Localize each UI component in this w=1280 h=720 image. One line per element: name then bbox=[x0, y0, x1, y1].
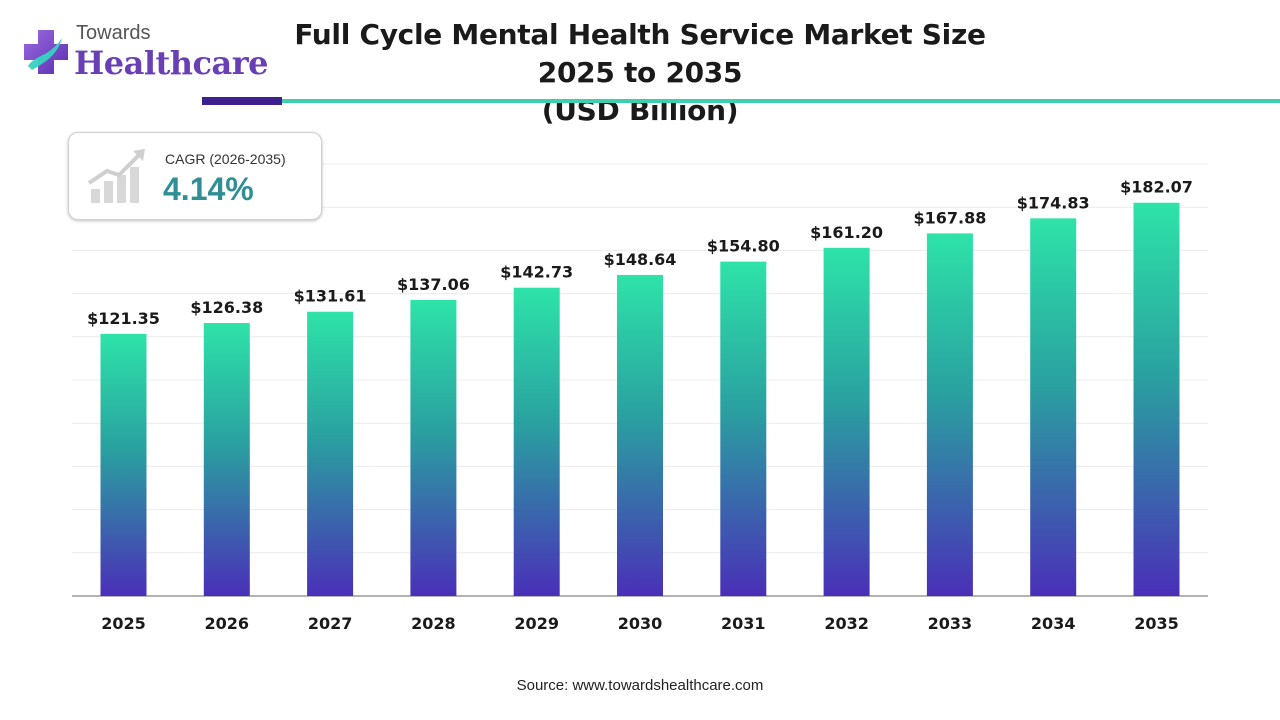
cagr-badge: CAGR (2026-2035) 4.14% bbox=[68, 132, 322, 220]
chart-bars bbox=[100, 202, 1180, 597]
growth-chart-icon bbox=[87, 149, 145, 203]
cagr-label: CAGR (2026-2035) bbox=[165, 151, 286, 167]
x-tick-2027: 2027 bbox=[308, 614, 353, 633]
bar-2025 bbox=[100, 333, 147, 596]
bar-2029 bbox=[513, 287, 560, 596]
value-label-2025: $121.35 bbox=[87, 309, 160, 328]
chart-x-ticks: 2025 2026 2027 2028 2029 2030 2031 2032 2033 2034… bbox=[101, 614, 1179, 633]
x-tick-2034: 2034 bbox=[1031, 614, 1076, 633]
bar-2027 bbox=[307, 311, 354, 596]
x-tick-2033: 2033 bbox=[928, 614, 973, 633]
brand-logo: Towards Healthcare bbox=[18, 18, 268, 88]
header-rule-teal bbox=[282, 99, 1280, 103]
brand-line2: Healthcare bbox=[74, 44, 268, 82]
value-label-2026: $126.38 bbox=[190, 298, 263, 317]
chart-title-line1: Full Cycle Mental Health Service Market … bbox=[294, 18, 986, 89]
cagr-value: 4.14% bbox=[163, 171, 254, 207]
value-label-2035: $182.07 bbox=[1120, 178, 1193, 197]
bar-2028 bbox=[410, 299, 457, 596]
value-label-2030: $148.64 bbox=[604, 250, 677, 269]
x-tick-2026: 2026 bbox=[205, 614, 250, 633]
value-label-2029: $142.73 bbox=[500, 263, 573, 282]
value-label-2034: $174.83 bbox=[1017, 193, 1090, 212]
bar-2032 bbox=[823, 247, 870, 597]
x-tick-2029: 2029 bbox=[514, 614, 559, 633]
bar-2031 bbox=[720, 261, 767, 596]
value-label-2033: $167.88 bbox=[913, 208, 986, 227]
medical-cross-icon bbox=[24, 30, 68, 74]
x-tick-2031: 2031 bbox=[721, 614, 766, 633]
bar-2026 bbox=[203, 323, 250, 596]
x-tick-2028: 2028 bbox=[411, 614, 456, 633]
value-label-2028: $137.06 bbox=[397, 275, 470, 294]
value-label-2032: $161.20 bbox=[810, 223, 883, 242]
value-label-2031: $154.80 bbox=[707, 237, 780, 256]
x-tick-2025: 2025 bbox=[101, 614, 146, 633]
bar-2033 bbox=[926, 233, 973, 596]
x-tick-2030: 2030 bbox=[618, 614, 663, 633]
chart-value-labels: $121.35 $126.38 $131.61 $137.06 $142.73 $148.… bbox=[87, 178, 1193, 328]
bar-2035 bbox=[1133, 202, 1180, 596]
header-rule-purple bbox=[202, 97, 282, 105]
x-tick-2032: 2032 bbox=[824, 614, 869, 633]
x-tick-2035: 2035 bbox=[1134, 614, 1179, 633]
bar-2034 bbox=[1030, 218, 1077, 597]
value-label-2027: $131.61 bbox=[294, 287, 367, 306]
brand-line1: Towards bbox=[76, 22, 151, 44]
source-note: Source: www.towardshealthcare.com bbox=[516, 677, 764, 694]
bar-2030 bbox=[617, 274, 663, 596]
